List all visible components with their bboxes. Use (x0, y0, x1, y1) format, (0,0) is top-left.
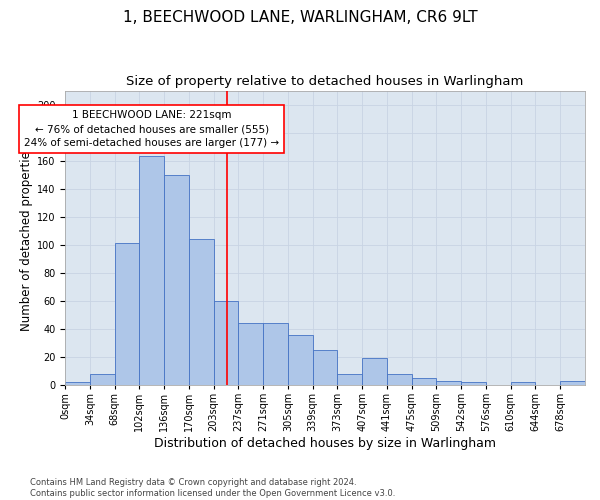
Bar (362, 358, 387, 385)
Text: 1 BEECHWOOD LANE: 221sqm
← 76% of detached houses are smaller (555)
24% of semi-: 1 BEECHWOOD LANE: 221sqm ← 76% of detach… (24, 110, 279, 148)
Title: Size of property relative to detached houses in Warlingham: Size of property relative to detached ho… (127, 75, 524, 88)
Bar (313, 350, 337, 385)
Bar (214, 301, 238, 385)
Bar (511, 382, 535, 385)
Bar (387, 374, 412, 385)
Bar (263, 324, 288, 385)
Text: 1, BEECHWOOD LANE, WARLINGHAM, CR6 9LT: 1, BEECHWOOD LANE, WARLINGHAM, CR6 9LT (122, 10, 478, 25)
Bar (461, 382, 486, 385)
Bar (436, 381, 461, 385)
Bar (65, 382, 90, 385)
Bar (139, 156, 164, 385)
Bar (412, 378, 436, 385)
Bar (164, 174, 189, 385)
Bar (288, 334, 313, 385)
Bar (238, 324, 263, 385)
Bar (560, 381, 585, 385)
X-axis label: Distribution of detached houses by size in Warlingham: Distribution of detached houses by size … (154, 437, 496, 450)
Text: Contains HM Land Registry data © Crown copyright and database right 2024.
Contai: Contains HM Land Registry data © Crown c… (30, 478, 395, 498)
Bar (90, 374, 115, 385)
Bar (189, 239, 214, 385)
Bar (337, 374, 362, 385)
Y-axis label: Number of detached properties: Number of detached properties (20, 145, 32, 331)
Bar (115, 244, 139, 385)
